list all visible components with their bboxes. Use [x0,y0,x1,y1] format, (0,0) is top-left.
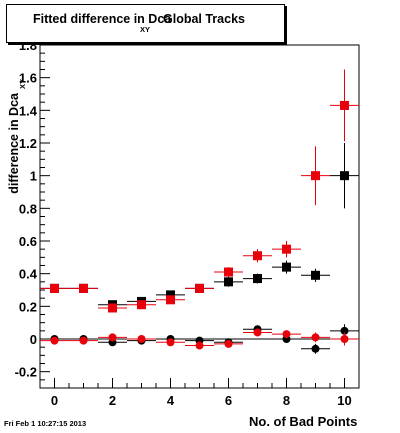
circle-marker [311,344,320,353]
circle-marker [108,333,117,342]
y-tick-label: 0.6 [19,234,37,249]
x-tick-label: 10 [337,393,351,408]
x-tick-label: 6 [225,393,232,408]
chart-title-subscript: XY [140,25,151,34]
y-tick-label: 0 [30,332,37,347]
chart-title-box: Fitted difference in Dca XY Global Track… [6,4,285,43]
circle-marker [195,341,204,350]
y-axis-label-text: difference in Dca [7,93,21,194]
square-marker [166,295,175,305]
square-marker [253,251,262,261]
square-marker [195,283,204,293]
y-tick-label: 1.4 [19,103,38,118]
square-marker [282,262,291,272]
square-marker [108,303,117,313]
square-marker [166,290,175,300]
timestamp: Fri Feb 1 10:27:15 2013 [4,419,87,428]
square-marker [340,100,349,110]
square-marker [79,283,88,293]
square-marker [253,274,262,284]
square-marker [311,270,320,280]
circle-marker [166,338,175,347]
y-tick-label: 0.2 [19,299,37,314]
circle-marker [50,336,59,345]
square-marker [311,171,320,181]
y-tick-label: 1 [30,169,37,184]
circle-marker [311,333,320,342]
y-tick-label: 0.8 [19,201,37,216]
circle-marker [340,335,349,343]
square-marker [340,171,349,181]
x-tick-label: 0 [51,393,58,408]
circle-marker [282,330,291,339]
y-tick-label: 1.6 [19,71,37,86]
plot-frame [39,44,360,389]
square-marker [224,277,233,287]
x-tick-label: 4 [167,393,175,408]
circle-marker [253,328,262,337]
x-axis-label: No. of Bad Points [249,414,358,429]
circle-marker [224,339,233,348]
square-marker [137,300,146,310]
y-tick-label: 0.4 [19,267,38,282]
circle-marker [340,326,349,335]
y-tick-label: 1.2 [19,136,37,151]
chart-title: Fitted difference in Dca [33,12,172,26]
x-tick-label: 8 [283,393,290,408]
x-tick-label: 2 [109,393,116,408]
square-marker [224,267,233,277]
y-axis-label-subscript: XY [18,78,27,89]
chart-title-suffix: Global Tracks [163,12,245,26]
circle-marker [79,336,88,345]
square-marker [282,244,291,254]
y-tick-label: -0.2 [15,365,37,380]
circle-marker [137,335,146,343]
square-marker [50,283,59,293]
